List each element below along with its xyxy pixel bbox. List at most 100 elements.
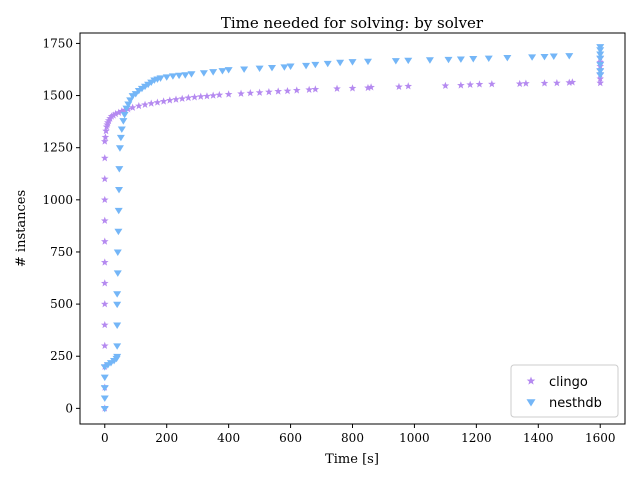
nesthdb-point bbox=[115, 145, 124, 152]
clingo-point bbox=[141, 100, 149, 108]
nesthdb-point bbox=[363, 58, 372, 66]
legend-box bbox=[510, 364, 619, 418]
y-tick-label: 1750 bbox=[42, 36, 73, 50]
nesthdb-point bbox=[224, 67, 233, 74]
nesthdb-point bbox=[425, 57, 434, 64]
nesthdb-point bbox=[528, 54, 537, 61]
nesthdb-point bbox=[596, 51, 605, 58]
chart-title: Time needed for solving: by solver bbox=[221, 14, 484, 32]
x-tick-label: 1000 bbox=[399, 431, 430, 445]
clingo-point bbox=[255, 88, 264, 96]
series-nesthdb bbox=[100, 44, 605, 413]
plot-area bbox=[100, 44, 605, 413]
clingo-point bbox=[404, 82, 413, 90]
clingo-point bbox=[203, 92, 211, 100]
nesthdb-point bbox=[126, 97, 135, 104]
y-tick-label: 750 bbox=[50, 245, 73, 259]
nesthdb-point bbox=[255, 65, 264, 73]
clingo-point bbox=[102, 127, 110, 135]
clingo-point bbox=[178, 94, 186, 102]
x-axis: 0 200 400 600 800 1000 1200 1400 1600 bbox=[101, 424, 616, 445]
clingo-point bbox=[441, 81, 450, 89]
clingo-point bbox=[395, 82, 403, 91]
nesthdb-point bbox=[503, 54, 512, 62]
y-tick-label: 500 bbox=[50, 297, 73, 311]
clingo-point bbox=[457, 81, 465, 89]
nesthdb-point bbox=[280, 64, 289, 71]
clingo-point bbox=[475, 80, 484, 88]
y-axis-label: # instances bbox=[14, 190, 29, 267]
clingo-point bbox=[224, 90, 233, 98]
nesthdb-point bbox=[113, 322, 122, 329]
clingo-point bbox=[100, 216, 109, 224]
clingo-point bbox=[147, 99, 156, 107]
y-tick-label: 1250 bbox=[42, 141, 73, 155]
nesthdb-point bbox=[267, 65, 276, 72]
clingo-point bbox=[159, 97, 168, 105]
clingo-point bbox=[265, 88, 273, 96]
clingo-point bbox=[100, 258, 109, 266]
x-tick-label: 1600 bbox=[585, 431, 616, 445]
nesthdb-point bbox=[596, 61, 605, 69]
nesthdb-point bbox=[209, 69, 218, 76]
nesthdb-point bbox=[240, 66, 249, 73]
legend-label-nesthdb: nesthdb bbox=[549, 396, 602, 411]
nesthdb-point bbox=[540, 53, 549, 61]
x-tick-label: 1200 bbox=[461, 431, 492, 445]
legend-marker-clingo bbox=[526, 376, 536, 385]
clingo-point bbox=[184, 93, 193, 102]
x-tick-label: 0 bbox=[101, 431, 109, 445]
nesthdb-point bbox=[162, 74, 171, 81]
clingo-point bbox=[515, 79, 524, 88]
clingo-point bbox=[488, 80, 496, 88]
clingo-point bbox=[190, 93, 199, 101]
nesthdb-point bbox=[113, 353, 122, 361]
nesthdb-point bbox=[168, 73, 177, 80]
clingo-point bbox=[100, 137, 109, 145]
nesthdb-point bbox=[114, 228, 123, 236]
clingo-point bbox=[135, 101, 143, 110]
clingo-point bbox=[100, 341, 109, 350]
nesthdb-point bbox=[336, 59, 345, 67]
clingo-point bbox=[364, 83, 372, 92]
clingo-point bbox=[166, 96, 174, 104]
clingo-point bbox=[111, 109, 120, 118]
nesthdb-point bbox=[286, 63, 295, 70]
nesthdb-point bbox=[456, 56, 465, 63]
nesthdb-point bbox=[120, 111, 129, 119]
nesthdb-point bbox=[311, 61, 320, 69]
clingo-point bbox=[540, 79, 549, 87]
x-tick-label: 400 bbox=[217, 431, 240, 445]
nesthdb-point bbox=[199, 70, 208, 77]
nesthdb-point bbox=[115, 166, 124, 173]
clingo-point bbox=[101, 133, 110, 141]
nesthdb-point bbox=[113, 249, 122, 256]
clingo-point bbox=[100, 279, 109, 287]
clingo-point bbox=[121, 106, 129, 114]
clingo-point bbox=[209, 91, 217, 99]
y-tick-label: 1500 bbox=[42, 89, 73, 103]
clingo-point bbox=[522, 79, 530, 87]
y-tick-label: 250 bbox=[50, 349, 73, 363]
clingo-point bbox=[237, 89, 245, 97]
clingo-point bbox=[348, 84, 357, 92]
clingo-point bbox=[100, 174, 109, 183]
nesthdb-point bbox=[596, 68, 605, 75]
nesthdb-point bbox=[444, 56, 453, 64]
clingo-point bbox=[568, 78, 577, 86]
clingo-point bbox=[283, 86, 292, 95]
series-clingo bbox=[100, 54, 605, 412]
legend-marker-nesthdb bbox=[526, 399, 536, 407]
nesthdb-point bbox=[113, 301, 122, 309]
nesthdb-point bbox=[117, 126, 126, 133]
nesthdb-point bbox=[114, 207, 123, 215]
nesthdb-point bbox=[596, 55, 605, 63]
x-tick-label: 1400 bbox=[523, 431, 554, 445]
clingo-point bbox=[553, 79, 561, 87]
nesthdb-point bbox=[391, 58, 400, 65]
clingo-point bbox=[333, 84, 341, 92]
clingo-point bbox=[114, 108, 123, 116]
nesthdb-point bbox=[484, 55, 493, 63]
clingo-point bbox=[118, 107, 126, 115]
nesthdb-point bbox=[116, 134, 125, 142]
